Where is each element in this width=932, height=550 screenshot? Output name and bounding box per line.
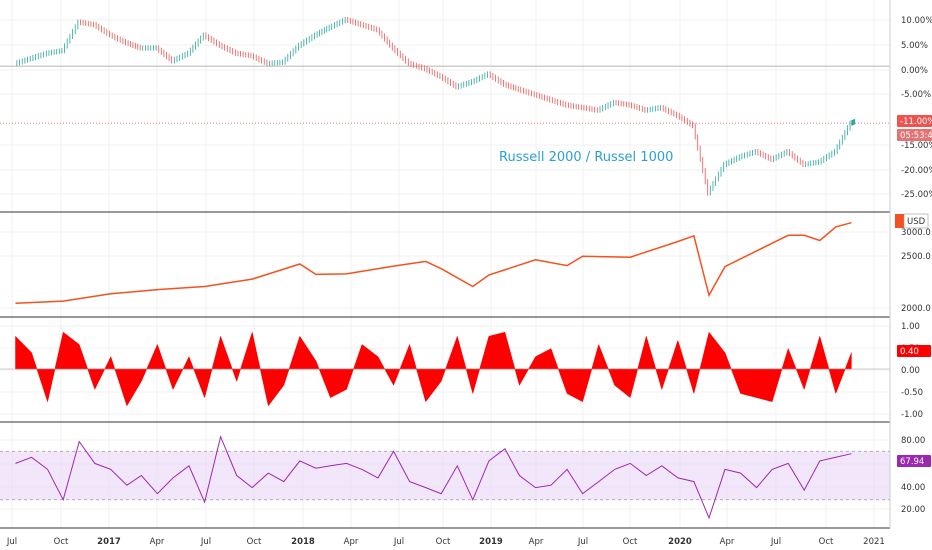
usd-badge: USD bbox=[907, 217, 926, 227]
y-tick-label: 2000.0 bbox=[901, 304, 931, 314]
corr-last-tag: 0.40 bbox=[900, 347, 919, 357]
y-tick-label: -20.00% bbox=[901, 166, 932, 176]
x-tick-label: 2019 bbox=[479, 537, 503, 547]
x-tick-label: 2017 bbox=[97, 537, 121, 547]
x-tick-label: Oct bbox=[436, 537, 451, 547]
spx-line bbox=[15, 221, 852, 304]
x-tick-label: Oct bbox=[54, 537, 69, 547]
rsi-line bbox=[15, 435, 852, 520]
x-tick-label: 2021 bbox=[863, 537, 885, 547]
x-tick-label: Jul bbox=[6, 537, 17, 547]
y-tick-label: -25.00% bbox=[901, 190, 932, 200]
y-tick-label: -1.00 bbox=[901, 410, 923, 420]
usd-badge-bg bbox=[903, 213, 929, 229]
x-axis: Jul Oct 2017 Apr Jul Oct 2018 Apr Jul Oct 2019 Apr J… bbox=[6, 537, 885, 547]
x-tick-label: Oct bbox=[623, 537, 638, 547]
y-tick-label: 2500.0 bbox=[901, 252, 931, 262]
y-axes: 10.00% 5.00% 0.00% -5.00% -15.00% -20.00% -25.… bbox=[895, 16, 932, 515]
y-tick-label: -5.00% bbox=[901, 90, 931, 100]
y-tick-label: 5.00% bbox=[901, 41, 928, 51]
ratio-countdown-tag-bg bbox=[897, 129, 932, 141]
ratio-last-tag: -11.00% bbox=[900, 117, 932, 127]
x-tick-label: Jul bbox=[577, 537, 588, 547]
y-tick-label: 40.00 bbox=[901, 483, 925, 493]
y-tick-label: -0.50 bbox=[901, 388, 923, 398]
spx-panel[interactable] bbox=[15, 221, 852, 304]
x-tick-label: Apr bbox=[344, 537, 359, 547]
x-tick-label: Apr bbox=[720, 537, 735, 547]
ratio-panel[interactable] bbox=[0, 16, 890, 196]
panel-dividers bbox=[0, 0, 891, 529]
x-tick-label: Oct bbox=[819, 537, 834, 547]
x-tick-label: 2020 bbox=[668, 537, 692, 547]
rsi-panel[interactable] bbox=[0, 435, 890, 520]
corr-last-tag-bg bbox=[897, 345, 931, 357]
y-tick-label: 1.00 bbox=[901, 322, 920, 332]
x-tick-label: Jul bbox=[393, 537, 404, 547]
x-tick-label: Oct bbox=[247, 537, 262, 547]
rsi-last-tag-bg bbox=[897, 455, 931, 467]
rsi-last-tag: 67.94 bbox=[900, 457, 924, 467]
y-tick-label: 0.00% bbox=[901, 66, 928, 76]
y-tick-label: 3000.0 bbox=[901, 228, 931, 238]
y-tick-label: 20.00 bbox=[901, 505, 925, 515]
rsi-band bbox=[0, 451, 890, 500]
chart-annotation: Russell 2000 / Russel 1000 bbox=[499, 150, 673, 165]
x-tick-label: Jul bbox=[200, 537, 211, 547]
ratio-last-tag-bg bbox=[897, 115, 932, 127]
x-tick-label: Apr bbox=[150, 537, 165, 547]
y-tick-label: 80.00 bbox=[901, 436, 925, 446]
y-tick-label: 10.00% bbox=[901, 16, 932, 26]
y-tick-label: 0.00 bbox=[901, 366, 920, 376]
x-tick-label: 2018 bbox=[291, 537, 315, 547]
x-tick-label: Jul bbox=[770, 537, 781, 547]
ratio-countdown-tag: 05:53:42 bbox=[900, 131, 932, 141]
x-tick-label: Apr bbox=[529, 537, 544, 547]
correlation-panel[interactable] bbox=[0, 331, 890, 407]
y-tick-label: -15.00% bbox=[901, 141, 932, 151]
grid bbox=[0, 0, 890, 528]
